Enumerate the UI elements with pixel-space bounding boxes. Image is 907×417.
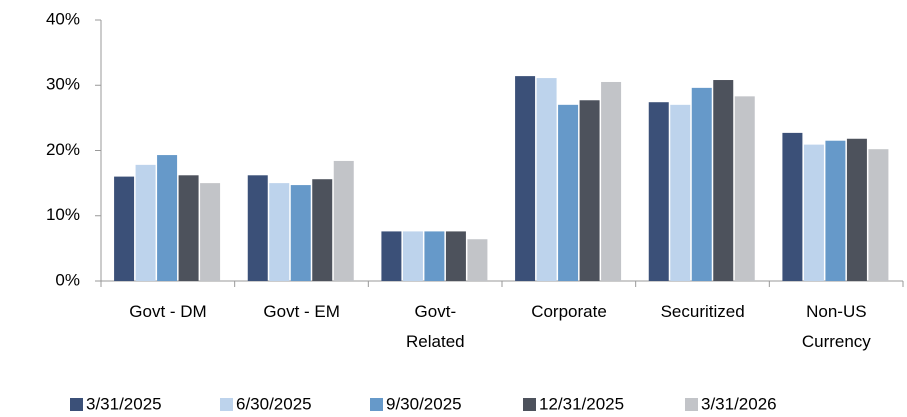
x-tick-label: Securitized [660,302,745,321]
bar [648,102,669,281]
bar [114,176,135,281]
legend-marker [685,398,698,411]
bar [846,138,867,281]
legend-marker [370,398,383,411]
bar [558,104,579,281]
bar [402,231,423,281]
bar [579,100,600,281]
x-tick-label: Govt - EM [263,302,340,321]
bar [467,239,488,281]
bar [691,87,712,281]
legend-marker [70,398,83,411]
x-tick-label: Govt- Related [406,302,465,351]
x-tick-label: Govt - DM [129,302,207,321]
bar [734,96,755,281]
bar [424,231,445,281]
bar [247,175,268,281]
x-tick-label: Corporate [531,302,607,321]
bar [868,149,889,281]
y-tick-label: 0% [55,270,80,289]
legend-label: 3/31/2026 [701,394,777,413]
bar [200,183,221,281]
bar [803,144,824,281]
legend-label: 9/30/2025 [386,394,462,413]
y-tick-label: 10% [46,205,80,224]
bar [445,231,466,281]
bar [157,155,178,281]
legend-label: 12/31/2025 [539,394,624,413]
legend-label: 6/30/2025 [236,394,312,413]
bar [670,104,691,281]
bar [312,179,333,281]
y-tick-label: 30% [46,75,80,94]
bar [381,231,402,281]
bar [290,185,311,281]
y-tick-label: 20% [46,140,80,159]
bar [178,175,199,281]
x-tick-label: Non-US Currency [801,302,871,351]
bar [782,132,803,281]
bar [713,80,734,281]
bar [515,76,536,282]
bar [825,140,846,281]
bar [135,164,156,281]
legend-marker [220,398,233,411]
bar [601,81,622,281]
bar [269,183,290,281]
legend-label: 3/31/2025 [86,394,162,413]
y-tick-label: 40% [46,9,80,28]
legend-marker [523,398,536,411]
bar [333,160,354,281]
bar [536,78,557,281]
